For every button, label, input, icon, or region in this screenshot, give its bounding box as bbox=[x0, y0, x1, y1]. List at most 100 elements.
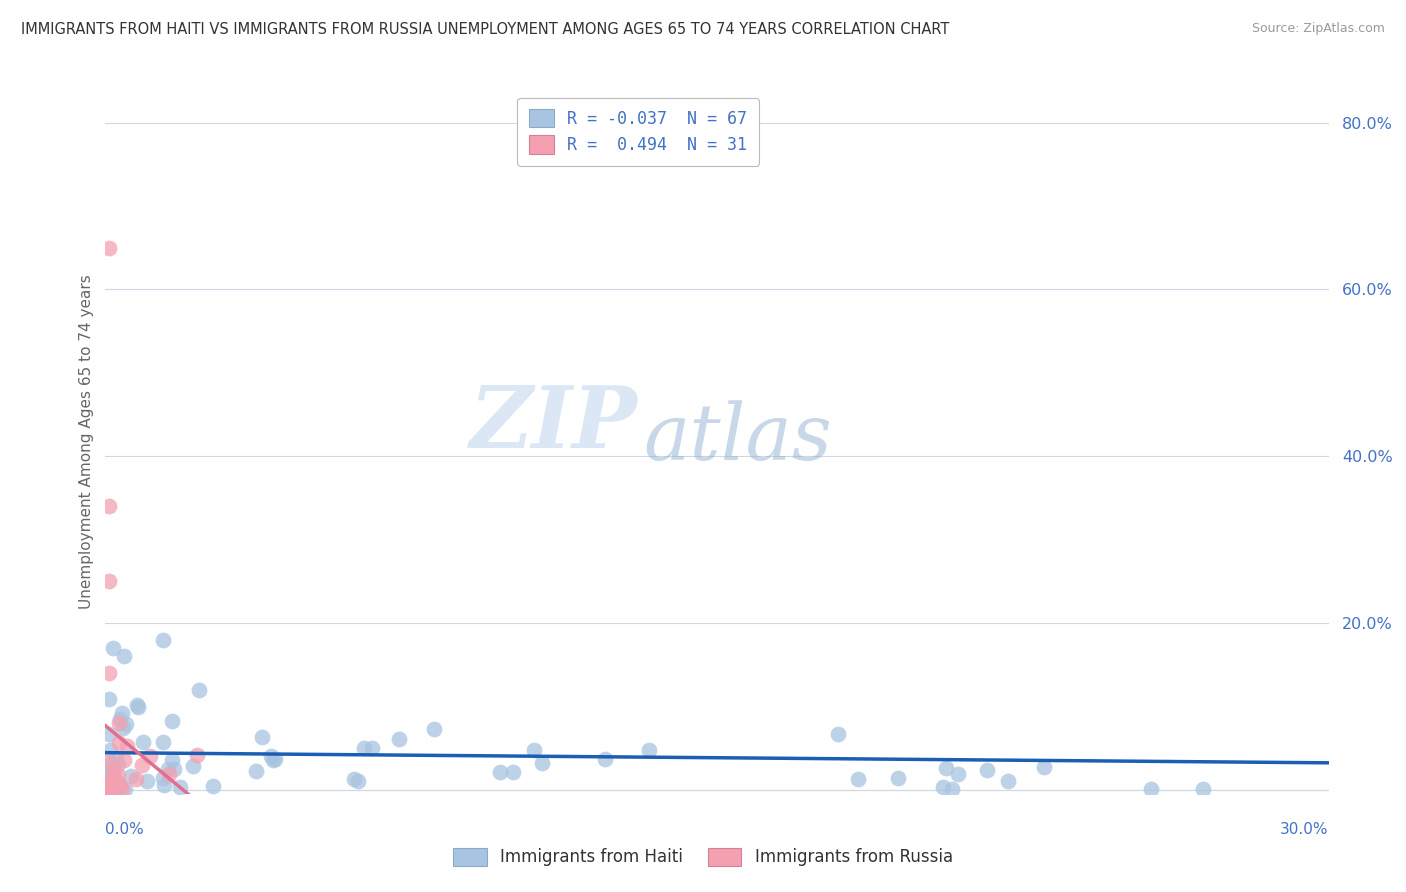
Point bbox=[531, 756, 554, 771]
Point bbox=[153, 778, 176, 792]
Point bbox=[360, 741, 382, 756]
Point bbox=[127, 699, 149, 714]
Point bbox=[132, 735, 155, 749]
Point bbox=[827, 727, 849, 741]
Point bbox=[98, 781, 121, 796]
Point bbox=[115, 739, 138, 753]
Point bbox=[114, 781, 136, 796]
Point bbox=[98, 755, 121, 769]
Point bbox=[152, 735, 174, 749]
Point bbox=[101, 640, 124, 655]
Text: 0.0%: 0.0% bbox=[105, 822, 145, 837]
Point bbox=[343, 772, 366, 786]
Point bbox=[108, 712, 131, 726]
Point bbox=[488, 764, 510, 779]
Point bbox=[932, 780, 955, 795]
Text: ZIP: ZIP bbox=[470, 382, 637, 466]
Point bbox=[125, 698, 148, 712]
Text: Source: ZipAtlas.com: Source: ZipAtlas.com bbox=[1251, 22, 1385, 36]
Point bbox=[887, 771, 910, 785]
Point bbox=[105, 781, 128, 796]
Point bbox=[98, 775, 121, 789]
Point bbox=[115, 716, 138, 731]
Point bbox=[101, 781, 124, 796]
Point bbox=[100, 781, 122, 796]
Point bbox=[138, 749, 160, 764]
Point bbox=[111, 706, 134, 720]
Point bbox=[152, 771, 174, 785]
Point bbox=[125, 772, 148, 787]
Point bbox=[935, 761, 957, 775]
Point bbox=[152, 632, 174, 647]
Point bbox=[105, 780, 128, 795]
Point bbox=[156, 763, 179, 777]
Point bbox=[260, 748, 283, 763]
Point bbox=[112, 753, 135, 767]
Point bbox=[264, 752, 287, 766]
Point bbox=[98, 574, 121, 589]
Point bbox=[108, 778, 131, 792]
Point bbox=[245, 764, 267, 779]
Point bbox=[111, 721, 134, 735]
Point bbox=[98, 775, 121, 789]
Point bbox=[98, 665, 121, 680]
Point bbox=[202, 779, 225, 793]
Point bbox=[98, 780, 121, 794]
Point bbox=[941, 781, 963, 796]
Point bbox=[1192, 781, 1215, 796]
Point bbox=[997, 774, 1019, 789]
Point bbox=[104, 750, 127, 764]
Point bbox=[112, 649, 135, 664]
Point bbox=[160, 753, 183, 767]
Point bbox=[98, 765, 121, 780]
Point bbox=[131, 758, 153, 772]
Point bbox=[262, 753, 284, 767]
Point bbox=[107, 776, 129, 790]
Point bbox=[186, 748, 208, 763]
Point bbox=[98, 692, 121, 706]
Point bbox=[107, 756, 129, 771]
Point bbox=[252, 730, 274, 744]
Point bbox=[98, 781, 121, 796]
Point bbox=[98, 743, 121, 757]
Point bbox=[98, 781, 121, 796]
Point bbox=[136, 774, 159, 789]
Point bbox=[976, 763, 998, 777]
Point bbox=[502, 765, 524, 780]
Point bbox=[160, 714, 183, 728]
Point bbox=[101, 770, 124, 784]
Legend: Immigrants from Haiti, Immigrants from Russia: Immigrants from Haiti, Immigrants from R… bbox=[446, 839, 960, 875]
Point bbox=[107, 768, 129, 782]
Point bbox=[103, 763, 125, 777]
Point bbox=[98, 777, 121, 791]
Y-axis label: Unemployment Among Ages 65 to 74 years: Unemployment Among Ages 65 to 74 years bbox=[79, 274, 94, 609]
Point bbox=[98, 241, 121, 255]
Text: IMMIGRANTS FROM HAITI VS IMMIGRANTS FROM RUSSIA UNEMPLOYMENT AMONG AGES 65 TO 74: IMMIGRANTS FROM HAITI VS IMMIGRANTS FROM… bbox=[21, 22, 949, 37]
Point bbox=[169, 780, 191, 794]
Point bbox=[104, 777, 127, 791]
Point bbox=[163, 762, 186, 776]
Point bbox=[388, 732, 411, 747]
Point bbox=[638, 743, 661, 757]
Point bbox=[347, 774, 370, 789]
Point bbox=[108, 716, 131, 731]
Point bbox=[422, 722, 444, 736]
Point bbox=[183, 759, 205, 773]
Point bbox=[120, 769, 142, 783]
Legend: R = -0.037  N = 67, R =  0.494  N = 31: R = -0.037 N = 67, R = 0.494 N = 31 bbox=[517, 97, 759, 166]
Point bbox=[98, 757, 121, 772]
Text: atlas: atlas bbox=[644, 400, 832, 476]
Point bbox=[98, 761, 121, 775]
Point bbox=[1033, 760, 1056, 774]
Point bbox=[100, 780, 122, 794]
Point bbox=[1140, 781, 1163, 796]
Point bbox=[188, 682, 211, 697]
Point bbox=[98, 770, 121, 784]
Point bbox=[107, 736, 129, 750]
Point bbox=[946, 767, 969, 781]
Point bbox=[157, 767, 180, 781]
Point bbox=[848, 772, 870, 787]
Point bbox=[105, 774, 128, 789]
Point bbox=[522, 742, 544, 756]
Point bbox=[98, 727, 121, 741]
